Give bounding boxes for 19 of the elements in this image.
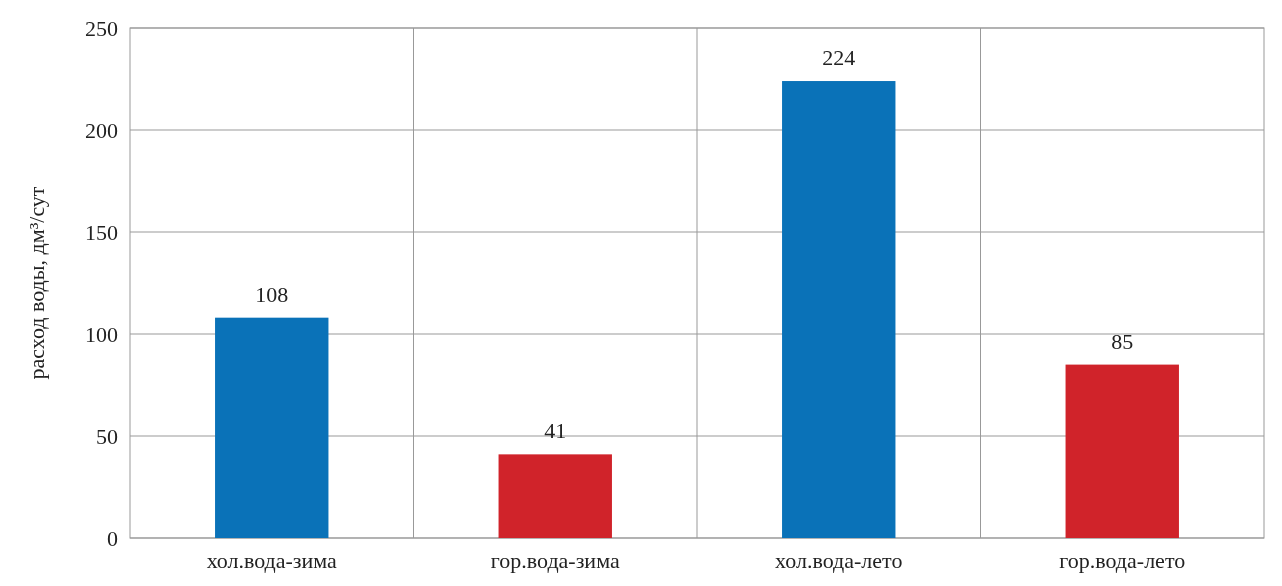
data-label: 224 <box>822 45 856 71</box>
y-axis-title: расход воды, дм³/сут <box>24 186 49 380</box>
bar <box>498 454 612 538</box>
x-tick-label: гор.вода-зима <box>490 548 620 573</box>
y-tick-label: 50 <box>96 423 118 449</box>
x-tick-label: хол.вода-лето <box>775 548 903 573</box>
bar <box>215 317 329 538</box>
bar <box>782 81 896 538</box>
data-label: 41 <box>544 418 567 444</box>
y-tick-label: 250 <box>85 15 118 41</box>
x-tick-label: гор.вода-лето <box>1059 548 1186 573</box>
bar <box>1065 364 1179 538</box>
y-tick-label: 0 <box>107 525 118 551</box>
data-label: 85 <box>1111 328 1134 354</box>
data-label: 108 <box>255 281 289 307</box>
y-tick-label: 200 <box>85 117 118 143</box>
y-tick-label: 100 <box>85 321 118 347</box>
x-tick-label: хол.вода-зима <box>206 548 338 573</box>
y-tick-label: 150 <box>85 219 118 245</box>
